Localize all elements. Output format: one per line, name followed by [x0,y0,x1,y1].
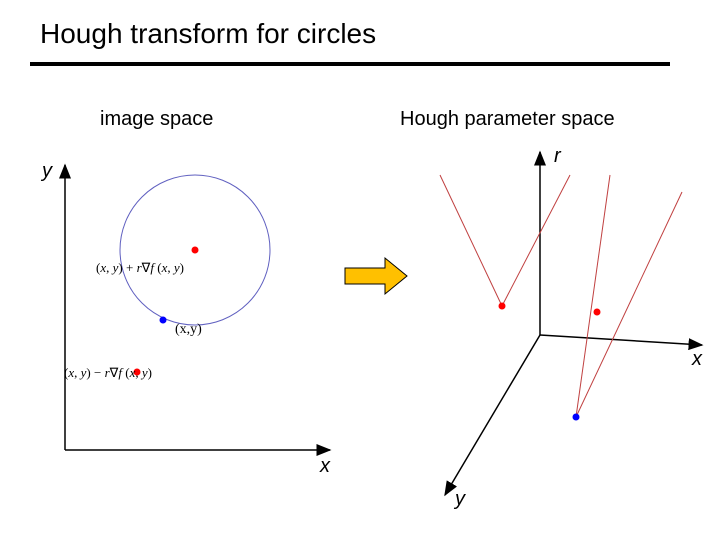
formula-lower: (x, y) − r∇f (x, y) [64,365,152,381]
hough-point-1 [499,303,506,310]
left-x-label: x [320,455,330,478]
point-edge [160,317,167,324]
right-x-axis [540,335,702,345]
right-y-axis [445,335,540,495]
right-x-label: x [692,348,702,371]
cone1-left [440,175,502,306]
transform-arrow [345,258,407,294]
xy-point-label: (x,y) [175,322,202,338]
right-r-label: r [554,145,561,168]
left-y-label: y [42,160,52,183]
right-y-label: y [455,488,465,511]
cone1-right [502,175,570,306]
formula-upper: (x, y) + r∇f (x, y) [96,260,184,276]
hough-point-3 [573,414,580,421]
point-center [192,247,199,254]
hough-point-2 [594,309,601,316]
